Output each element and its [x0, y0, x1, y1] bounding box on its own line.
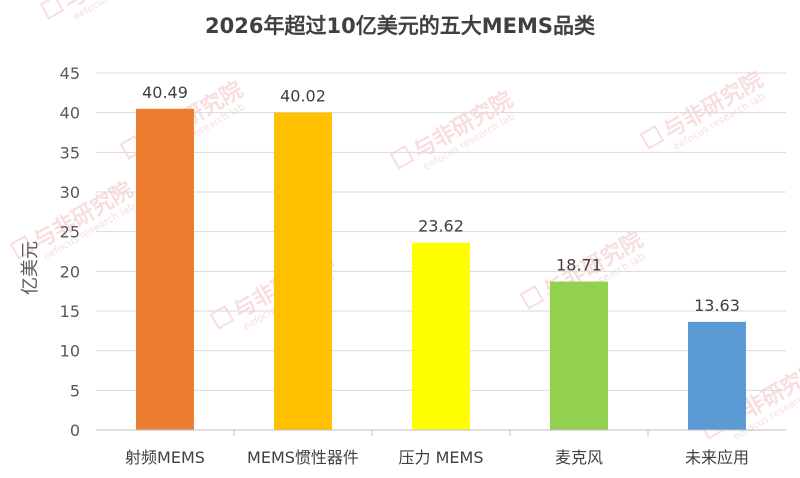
y-tick-label: 30	[60, 183, 80, 202]
data-label: 40.49	[142, 83, 188, 102]
x-category-label: 麦克风	[555, 448, 603, 467]
bar	[136, 108, 194, 431]
bar	[412, 242, 470, 430]
y-tick-label: 40	[60, 104, 80, 123]
y-tick-label: 45	[60, 64, 80, 83]
y-tick-label: 5	[70, 381, 80, 400]
data-label: 13.63	[694, 296, 740, 315]
bar	[274, 112, 332, 431]
y-tick-label: 10	[60, 342, 80, 361]
y-tick-label: 20	[60, 262, 80, 281]
x-axis-categories: 射频MEMS MEMS惯性器件 压力 MEMS 麦克风 未来应用	[125, 430, 749, 467]
data-labels: 40.49 40.02 23.62 18.71 13.63	[142, 83, 740, 315]
bar	[550, 281, 608, 430]
y-tick-label: 35	[60, 143, 80, 162]
chart-title: 2026年超过10亿美元的五大MEMS品类	[205, 14, 595, 38]
y-tick-label: 15	[60, 302, 80, 321]
y-tick-label: 25	[60, 223, 80, 242]
x-category-label: MEMS惯性器件	[247, 448, 359, 467]
bars	[136, 108, 746, 431]
y-tick-label: 0	[70, 421, 80, 440]
x-category-label: 射频MEMS	[125, 448, 205, 467]
data-label: 40.02	[280, 87, 326, 106]
y-axis-title: 亿美元	[20, 241, 41, 295]
y-axis-ticks: 0 5 10 15 20 25 30 35 40 45	[60, 64, 80, 440]
data-label: 18.71	[556, 256, 602, 275]
x-category-label: 压力 MEMS	[399, 448, 484, 467]
x-category-label: 未来应用	[685, 448, 749, 467]
bar	[688, 321, 746, 430]
data-label: 23.62	[418, 217, 464, 236]
